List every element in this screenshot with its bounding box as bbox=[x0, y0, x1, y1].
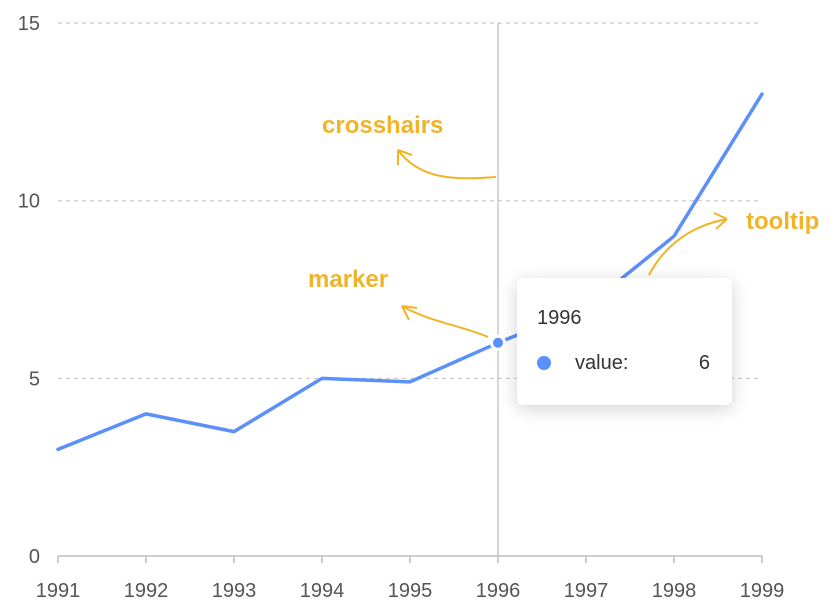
y-tick-label: 0 bbox=[29, 546, 40, 568]
x-axis bbox=[57, 555, 763, 563]
tooltip-row: value: 6 bbox=[537, 350, 712, 376]
y-tick-label: 10 bbox=[18, 191, 40, 213]
y-axis-tick-labels: 0 5 10 15 bbox=[18, 13, 40, 568]
tooltip: 1996 value: 6 bbox=[517, 278, 732, 405]
annotation-tooltip-label: tooltip bbox=[746, 208, 819, 235]
series-line bbox=[56, 92, 764, 452]
x-tick-label: 1997 bbox=[564, 580, 609, 602]
x-tick-label: 1995 bbox=[388, 580, 433, 602]
x-tick-label: 1996 bbox=[476, 580, 521, 602]
y-tick-label: 5 bbox=[29, 368, 40, 390]
annotation-marker-label: marker bbox=[308, 266, 388, 293]
x-axis-tick-labels: 1991 1992 1993 1994 1995 1996 1997 1998 1999 bbox=[36, 580, 785, 602]
tooltip-title: 1996 bbox=[537, 307, 582, 329]
x-tick-label: 1999 bbox=[740, 580, 785, 602]
x-tick-label: 1998 bbox=[652, 580, 697, 602]
annotation-tooltip-arrow bbox=[648, 212, 728, 276]
tooltip-series-value: 6 bbox=[698, 351, 710, 374]
tooltip-series-name: value: bbox=[575, 351, 629, 374]
x-tick-label: 1991 bbox=[36, 580, 81, 602]
x-tick-label: 1994 bbox=[300, 580, 345, 602]
annotations: crosshairs marker tooltip bbox=[308, 112, 819, 338]
annotation-crosshairs-label: crosshairs bbox=[322, 112, 443, 139]
annotation-marker-arrow bbox=[401, 305, 489, 338]
annotation-crosshairs-arrow bbox=[397, 149, 497, 180]
y-tick-label: 15 bbox=[18, 13, 40, 35]
active-point-marker[interactable] bbox=[490, 334, 506, 351]
x-tick-label: 1992 bbox=[124, 580, 169, 602]
x-tick-label: 1993 bbox=[212, 580, 257, 602]
tooltip-series-marker bbox=[537, 356, 551, 370]
